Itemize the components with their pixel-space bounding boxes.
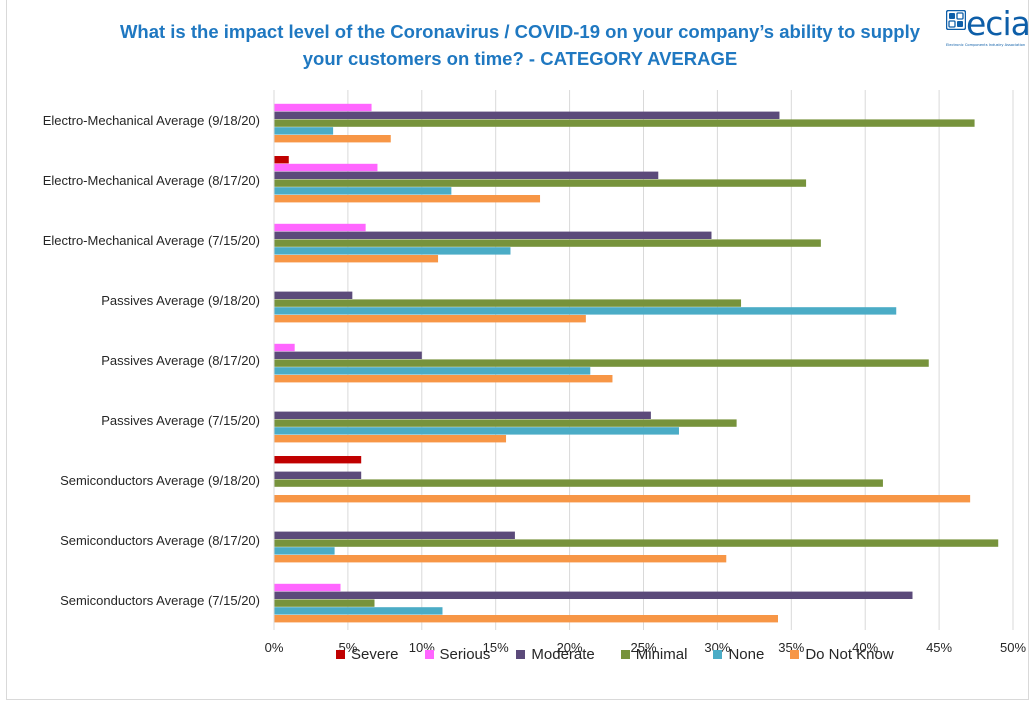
bar-do-not-know: [274, 135, 391, 143]
x-tick-label: 30%: [704, 640, 730, 655]
bar-do-not-know: [274, 315, 586, 323]
bar-minimal: [274, 419, 737, 427]
bar-minimal: [274, 359, 929, 367]
legend-label: None: [728, 646, 765, 663]
bar-moderate: [274, 291, 353, 299]
bar-minimal: [274, 239, 821, 247]
category-label: Passives Average (7/15/20): [101, 413, 260, 428]
legend-swatch: [620, 650, 630, 659]
bar-minimal: [274, 179, 807, 187]
category-label: Electro-Mechanical Average (7/15/20): [43, 233, 260, 248]
x-tick-label: 0%: [265, 640, 284, 655]
bar-moderate: [274, 231, 712, 239]
bar-minimal: [274, 119, 975, 127]
category-label: Electro-Mechanical Average (9/18/20): [43, 113, 260, 128]
bar-do-not-know: [274, 375, 613, 383]
legend-swatch: [336, 650, 345, 659]
legend-item: Serious: [424, 646, 491, 663]
bar-serious: [274, 223, 366, 232]
legend-label: Serious: [439, 646, 491, 663]
bar-do-not-know: [274, 255, 439, 263]
bar-minimal: [274, 299, 742, 307]
bar-moderate: [274, 171, 659, 179]
bar-do-not-know: [274, 435, 507, 443]
bar-severe: [274, 456, 362, 464]
category-label: Semiconductors Average (7/15/20): [60, 593, 260, 608]
bar-none: [274, 427, 679, 435]
ecia-logo: ecia Electronic Components Industry Asso…: [944, 4, 1031, 56]
category-label: Semiconductors Average (9/18/20): [60, 473, 260, 488]
legend-label: Moderate: [531, 646, 595, 663]
bar-minimal: [274, 479, 883, 487]
bar-do-not-know: [274, 615, 778, 623]
legend-item: None: [713, 646, 764, 663]
category-label: Electro-Mechanical Average (8/17/20): [43, 173, 260, 188]
x-tick-label: 40%: [852, 640, 878, 655]
legend-item: Severe: [336, 646, 399, 663]
bar-none: [274, 247, 511, 255]
bar-moderate: [274, 411, 651, 419]
x-tick-label: 50%: [1000, 640, 1026, 655]
bar-minimal: [274, 539, 999, 547]
legend-label: Severe: [351, 646, 399, 663]
legend-item: Do Not Know: [790, 646, 894, 663]
legend-item: Moderate: [516, 646, 595, 663]
legend-swatch: [424, 650, 434, 659]
x-tick-label: 45%: [926, 640, 952, 655]
x-tick-label: 25%: [630, 640, 656, 655]
bar-none: [274, 127, 334, 135]
bar-serious: [274, 103, 372, 112]
category-label: Passives Average (8/17/20): [101, 353, 260, 368]
chart-title: What is the impact level of the Coronavi…: [119, 21, 921, 69]
bar-severe: [274, 156, 289, 164]
bar-none: [274, 187, 452, 195]
ecia-grid-logo-icon: [946, 10, 966, 30]
category-label: Semiconductors Average (8/17/20): [60, 533, 260, 548]
bar-serious: [274, 163, 378, 172]
logo-wordmark: ecia: [966, 4, 1031, 43]
chart-legend: Severe Serious Moderate Minimal None Do Not K…: [336, 646, 920, 663]
x-tick-label: 15%: [483, 640, 509, 655]
bar-minimal: [274, 599, 375, 607]
legend-label: Minimal: [635, 646, 688, 663]
bar-none: [274, 367, 591, 375]
bar-serious: [274, 583, 341, 592]
bar-serious: [274, 343, 295, 352]
legend-swatch: [790, 650, 800, 659]
legend-label: Do Not Know: [805, 646, 894, 663]
bar-do-not-know: [274, 495, 971, 503]
bar-moderate: [274, 111, 780, 119]
bar-moderate: [274, 351, 422, 359]
bar-moderate: [274, 591, 913, 599]
bar-moderate: [274, 531, 515, 539]
bar-moderate: [274, 471, 362, 479]
bar-do-not-know: [274, 195, 541, 203]
legend-item: Minimal: [620, 646, 688, 663]
legend-swatch: [516, 650, 526, 659]
bar-do-not-know: [274, 555, 727, 563]
legend-swatch: [713, 650, 723, 659]
logo-tagline: Electronic Components Industry Associati…: [946, 43, 1026, 47]
x-tick-label: 20%: [557, 640, 583, 655]
chart-frame: [6, 0, 1029, 700]
bar-none: [274, 307, 897, 315]
category-label: Passives Average (9/18/20): [101, 293, 260, 308]
bar-none: [274, 547, 335, 555]
bar-none: [274, 607, 443, 615]
